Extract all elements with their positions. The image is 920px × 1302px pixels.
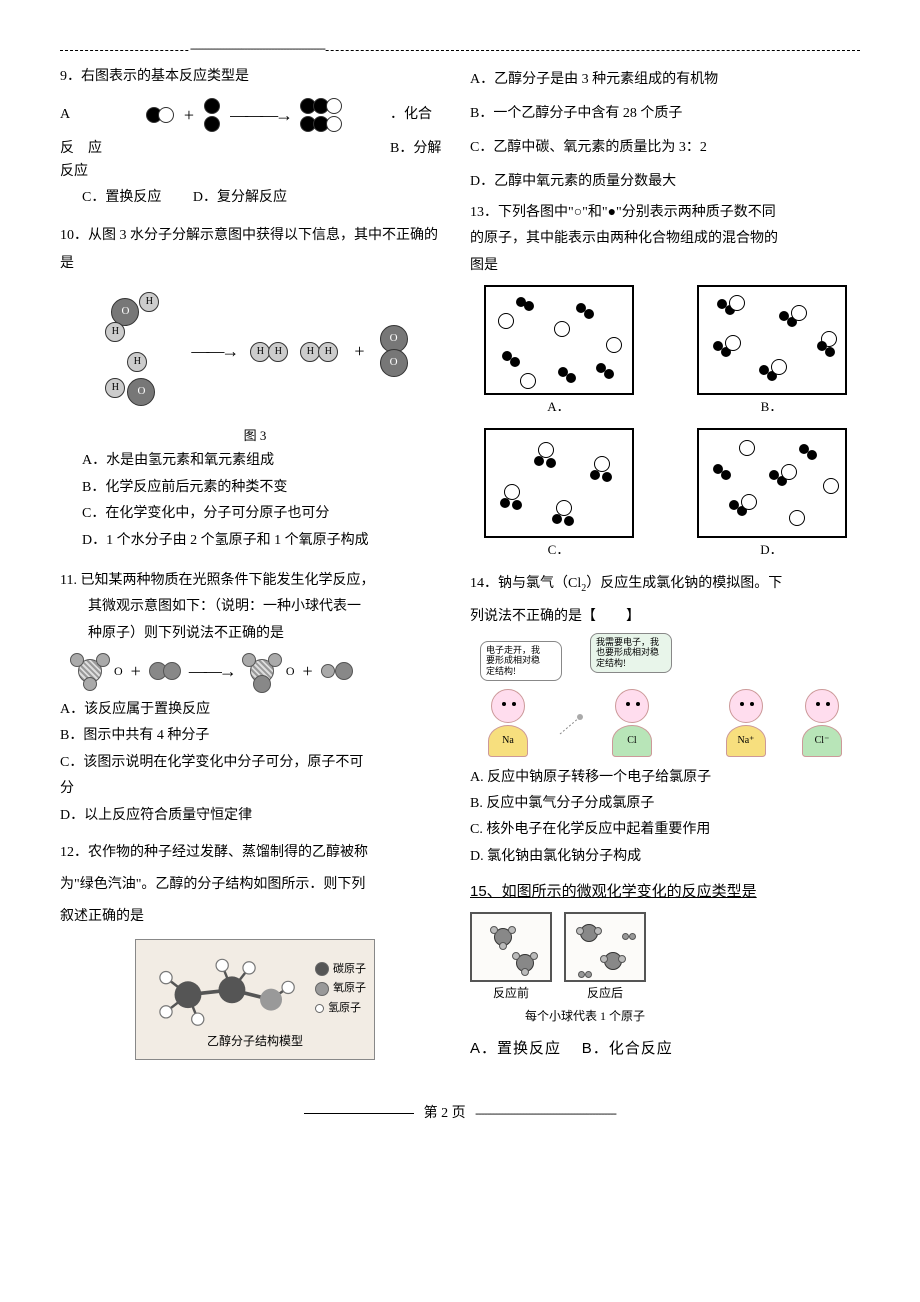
char-na: Na — [479, 689, 537, 757]
q11-optC2: 分 — [60, 778, 450, 800]
q15-figure: 反应前 反应后 每个小球代表 1 个原子 — [470, 912, 700, 1026]
question-15: 15、如图所示的微观化学变化的反应类型是 反应前 — [470, 880, 860, 1060]
q15-stem: 15、如图所示的微观化学变化的反应类型是 — [470, 880, 860, 904]
q10-optD: D．1 个水分子由 2 个氢原子和 1 个氧原子构成 — [60, 530, 450, 552]
q14-stem2: 列说法不正确的是【 】 — [470, 601, 860, 631]
q13-box-B: B． — [683, 285, 860, 418]
question-13: 13．下列各图中"○"和"●"分别表示两种质子数不同 的原子，其中能表示由两种化… — [470, 202, 860, 561]
q15-note: 每个小球代表 1 个原子 — [470, 1007, 700, 1026]
q12-figure: 碳原子 氧原子 氢原子 乙醇分子结构模型 — [135, 939, 375, 1060]
char-cl: Cl — [603, 689, 661, 757]
q11-figure: O + ——→ O + — [60, 653, 450, 689]
reactant-1 — [146, 107, 174, 123]
q15-after-box — [564, 912, 646, 982]
left-column: 9．右图表示的基本反应类型是 A + ———→ ．化合 — [60, 66, 450, 1073]
question-11: 11. 已知某两种物质在光照条件下能发生化学反应， 其微观示意图如下：（说明：一… — [60, 570, 450, 827]
q13-stem1: 13．下列各图中"○"和"●"分别表示两种质子数不同 — [470, 202, 860, 224]
q12-stem3: 叙述正确的是 — [60, 903, 450, 931]
page-header-rule — [60, 50, 860, 51]
page-number: 第 2 页 — [418, 1106, 472, 1121]
q9-reaction-figure: + ———→ — [98, 98, 390, 132]
page-footer: 第 2 页 ----------------------------------… — [60, 1103, 860, 1125]
product — [300, 98, 342, 132]
q11-optB: B．图示中共有 4 种分子 — [60, 725, 450, 747]
reactant-2 — [204, 98, 220, 132]
question-10: 10．从图 3 水分子分解示意图中获得以下信息，其中不正确的是 O H H H … — [60, 222, 450, 552]
electron-transfer — [555, 709, 585, 739]
q14-figure: 电子走开，我要形成相对稳定结构! 我需要电子，我也要形成相对稳定结构! Na C… — [470, 641, 860, 757]
product-1 — [242, 653, 282, 689]
q14-stem1: 14．钠与氯气（Cl2）反应生成氯化钠的模拟图。下 — [470, 573, 860, 597]
q14-optB: B. 反应中氯气分子分成氯原子 — [470, 793, 860, 815]
q15-opts: A．置换反应 B．化合反应 — [470, 1037, 860, 1061]
ethanol-svg — [144, 941, 315, 1039]
q13-box-C: C． — [470, 428, 647, 561]
q12-optB: B．一个乙醇分子中含有 28 个质子 — [470, 100, 860, 128]
q10-optC: C．在化学变化中，分子可分原子也可分 — [60, 503, 450, 525]
arrow-icon: ——→ — [189, 657, 234, 686]
q12-stem1: 12．农作物的种子经过发酵、蒸馏制得的乙醇被称 — [60, 839, 450, 867]
q12-stem2: 为"绿色汽油"。乙醇的分子结构如图所示．则下列 — [60, 871, 450, 899]
q14-optC: C. 核外电子在化学反应中起着重要作用 — [470, 819, 860, 841]
arrow-icon: ——→ — [191, 337, 236, 366]
q13-box-D: D． — [683, 428, 860, 561]
q10-optB: B．化学反应前后元素的种类不变 — [60, 477, 450, 499]
q10-optA: A．水是由氢元素和氧元素组成 — [60, 450, 450, 472]
char-cl-minus: Cl⁻ — [793, 689, 851, 757]
reactant-1 — [70, 653, 110, 689]
q15-before-box — [470, 912, 552, 982]
q9-optA-suffix: ．化合 — [390, 104, 450, 126]
q10-stem: 10．从图 3 水分子分解示意图中获得以下信息，其中不正确的是 — [60, 222, 450, 278]
q9-stem: 9．右图表示的基本反应类型是 — [60, 66, 450, 88]
q13-figure-grid: A． B． C． — [470, 285, 860, 561]
q14-optD: D. 氯化钠由氯化钠分子构成 — [470, 846, 860, 868]
bubble-cl: 我需要电子，我也要形成相对稳定结构! — [590, 633, 672, 673]
q11-stem1: 11. 已知某两种物质在光照条件下能发生化学反应， — [60, 570, 450, 592]
q12-optA: A．乙醇分子是由 3 种元素组成的有机物 — [470, 66, 860, 94]
q11-optC: C．该图示说明在化学变化中分子可分，原子不可 — [60, 752, 450, 774]
q9-reaction-row: A + ———→ ．化合 — [60, 92, 450, 138]
char-na-plus: Na⁺ — [717, 689, 775, 757]
q9-line2: 反 应 B．分解 — [60, 138, 450, 160]
question-12: 12．农作物的种子经过发酵、蒸馏制得的乙醇被称 为"绿色汽油"。乙醇的分子结构如… — [60, 839, 450, 1060]
q9-opts-cd: C．置换反应 D．复分解反应 — [60, 187, 450, 209]
q12-legend: 碳原子 氧原子 氢原子 — [315, 961, 366, 1020]
q11-optD: D．以上反应符合质量守恒定律 — [60, 805, 450, 827]
q9-line3: 反应 — [60, 161, 450, 183]
q11-stem2: 其微观示意图如下：（说明：一种小球代表一 — [60, 596, 450, 618]
q13-stem3: 图是 — [470, 255, 860, 277]
q10-figure: O H H H H O ——→ HH HH + O O — [60, 292, 450, 412]
q13-box-A: A． — [470, 285, 647, 418]
two-column-layout: 9．右图表示的基本反应类型是 A + ———→ ．化合 — [60, 66, 860, 1073]
q13-stem2: 的原子，其中能表示由两种化合物组成的混合物的 — [470, 228, 860, 250]
q11-optA: A．该反应属于置换反应 — [60, 699, 450, 721]
bubble-na: 电子走开，我要形成相对稳定结构! — [480, 641, 562, 681]
q12-optD: D．乙醇中氧元素的质量分数最大 — [470, 168, 860, 196]
q9-optA-prefix: A — [60, 104, 98, 126]
q10-fig-caption: 图 3 — [60, 426, 450, 447]
right-column: A．乙醇分子是由 3 种元素组成的有机物 B．一个乙醇分子中含有 28 个质子 … — [470, 66, 860, 1073]
water-molecules: O H H H H O — [99, 292, 179, 412]
h2-products: HH HH — [248, 337, 342, 367]
plus-icon: + — [184, 101, 194, 130]
question-14: 14．钠与氯气（Cl2）反应生成氯化钠的模拟图。下 列说法不正确的是【 】 电子… — [470, 573, 860, 868]
q14-optA: A. 反应中钠原子转移一个电子给氯原子 — [470, 767, 860, 789]
product-2 — [321, 661, 353, 681]
plus-icon: + — [354, 337, 364, 366]
q11-stem3: 种原子）则下列说法不正确的是 — [60, 623, 450, 645]
o2-product: O O — [377, 325, 411, 379]
question-9: 9．右图表示的基本反应类型是 A + ———→ ．化合 — [60, 66, 450, 210]
q12-optC: C．乙醇中碳、氧元素的质量比为 3：2 — [470, 134, 860, 162]
arrow-icon: ———→ — [230, 101, 290, 130]
reactant-2 — [149, 661, 181, 681]
